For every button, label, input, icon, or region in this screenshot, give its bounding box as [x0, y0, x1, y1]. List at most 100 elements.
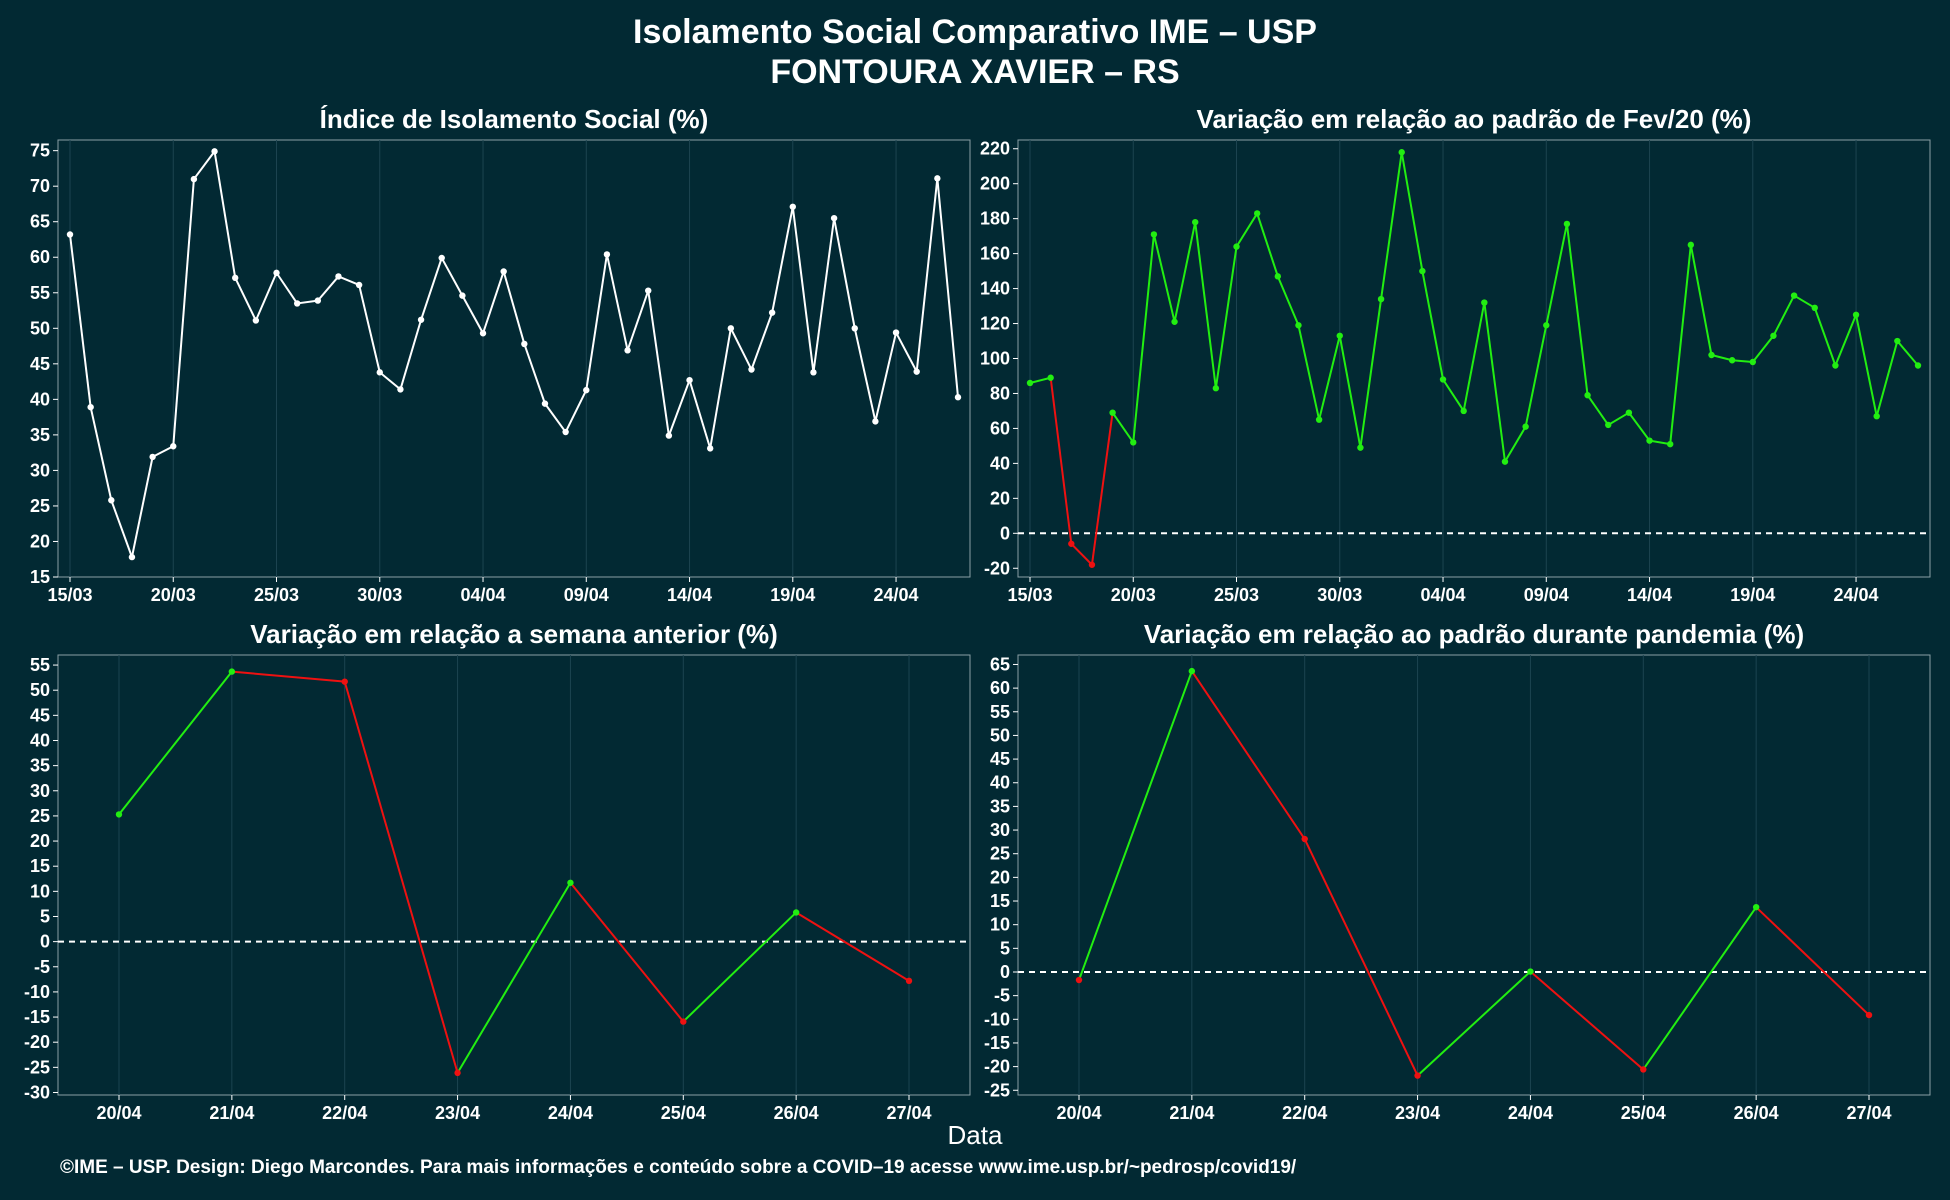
x-tick-label: 25/03: [254, 585, 299, 605]
data-point: [1749, 358, 1756, 366]
x-tick-label: 04/04: [460, 585, 505, 605]
y-tick-label: 20: [990, 867, 1010, 887]
data-point: [1068, 540, 1075, 547]
data-point: [1233, 243, 1240, 250]
series-segment: [626, 290, 650, 351]
y-tick-label: 15: [990, 891, 1010, 911]
series-segment: [358, 284, 381, 373]
series-segment: [1813, 307, 1837, 366]
data-point: [149, 453, 156, 461]
series-segment: [1276, 275, 1300, 326]
x-tick-label: 23/04: [1395, 1103, 1440, 1123]
data-point: [934, 175, 941, 182]
series-segment: [564, 389, 588, 433]
data-point: [706, 445, 714, 452]
data-point: [1563, 220, 1571, 228]
chart-title: Variação em relação ao padrão de Fev/20 …: [1197, 104, 1752, 134]
plot-area: [1017, 654, 1931, 1096]
series-segment: [1752, 335, 1775, 363]
data-point: [87, 403, 94, 411]
series-segment: [874, 332, 898, 422]
series-segment: [1504, 426, 1527, 463]
series-segment: [1049, 377, 1073, 544]
series-segment: [399, 319, 423, 390]
data-point: [567, 879, 574, 886]
data-point: [1398, 149, 1405, 156]
series-segment: [1090, 412, 1114, 565]
y-tick-label: 50: [990, 725, 1010, 745]
data-point: [1640, 1066, 1647, 1073]
series-segment: [343, 681, 459, 1074]
data-point: [1274, 273, 1282, 280]
x-tick-label: 09/04: [1524, 585, 1569, 605]
y-tick-label: -25: [24, 1057, 50, 1077]
y-tick-label: 35: [990, 796, 1010, 816]
data-point: [1295, 322, 1302, 329]
series-segment: [234, 277, 257, 321]
data-point: [376, 369, 383, 376]
data-point: [314, 297, 322, 304]
x-tick-label: 20/04: [96, 1103, 141, 1123]
data-point: [341, 678, 348, 685]
data-point: [232, 274, 239, 282]
series-segment: [118, 670, 233, 816]
series-segment: [338, 275, 360, 286]
y-tick-label: 0: [1000, 962, 1010, 982]
x-tick-label: 14/04: [1627, 585, 1672, 605]
data-point: [190, 175, 198, 183]
y-tick-label: 160: [980, 244, 1010, 264]
data-point: [645, 287, 652, 294]
series-segment: [1772, 295, 1795, 337]
y-tick-label: -25: [984, 1080, 1010, 1100]
series-segment: [1793, 294, 1816, 309]
series-segment: [1529, 970, 1644, 1071]
data-point: [211, 148, 218, 155]
series-segment: [1297, 325, 1321, 420]
x-tick-label: 20/03: [151, 585, 196, 605]
series-segment: [1214, 246, 1238, 389]
data-point: [1914, 362, 1922, 369]
data-point: [1543, 322, 1550, 329]
data-point: [273, 269, 280, 277]
y-tick-label: 20: [990, 488, 1010, 508]
series-segment: [1303, 838, 1419, 1077]
y-tick-label: -20: [984, 1057, 1010, 1077]
series-segment: [1855, 314, 1878, 417]
y-tick-label: 40: [30, 389, 50, 409]
chart-panel-3: Variação em relação a semana anterior (%…: [24, 619, 971, 1123]
series-segment: [317, 275, 340, 302]
data-point: [1439, 376, 1447, 383]
series-segment: [1565, 223, 1589, 396]
data-point: [335, 273, 342, 280]
data-point: [459, 292, 466, 299]
series-segment: [1669, 244, 1692, 445]
series-segment: [569, 882, 685, 1023]
series-segment: [1607, 411, 1630, 426]
chart-panel-2: Variação em relação ao padrão de Fev/20 …: [980, 104, 1931, 605]
series-segment: [605, 254, 629, 351]
data-point: [1873, 412, 1880, 420]
data-point: [892, 329, 900, 336]
y-tick-label: 200: [980, 174, 1010, 194]
data-point: [108, 497, 115, 504]
series-segment: [1642, 906, 1757, 1071]
x-tick-label: 24/04: [1834, 585, 1879, 605]
series-segment: [1586, 394, 1610, 426]
series-segment: [688, 379, 712, 449]
series-segment: [936, 178, 959, 398]
series-segment: [1191, 670, 1306, 840]
y-tick-label: 140: [980, 279, 1010, 299]
y-tick-label: 0: [40, 932, 50, 952]
data-point: [128, 553, 136, 561]
data-point: [810, 369, 817, 376]
data-point: [1419, 267, 1426, 275]
y-tick-label: -5: [994, 986, 1010, 1006]
data-point: [1666, 440, 1674, 448]
data-point: [1894, 337, 1901, 345]
y-tick-label: 30: [30, 781, 50, 801]
series-segment: [379, 371, 402, 391]
y-tick-label: -5: [34, 957, 50, 977]
series-segment: [461, 295, 484, 334]
